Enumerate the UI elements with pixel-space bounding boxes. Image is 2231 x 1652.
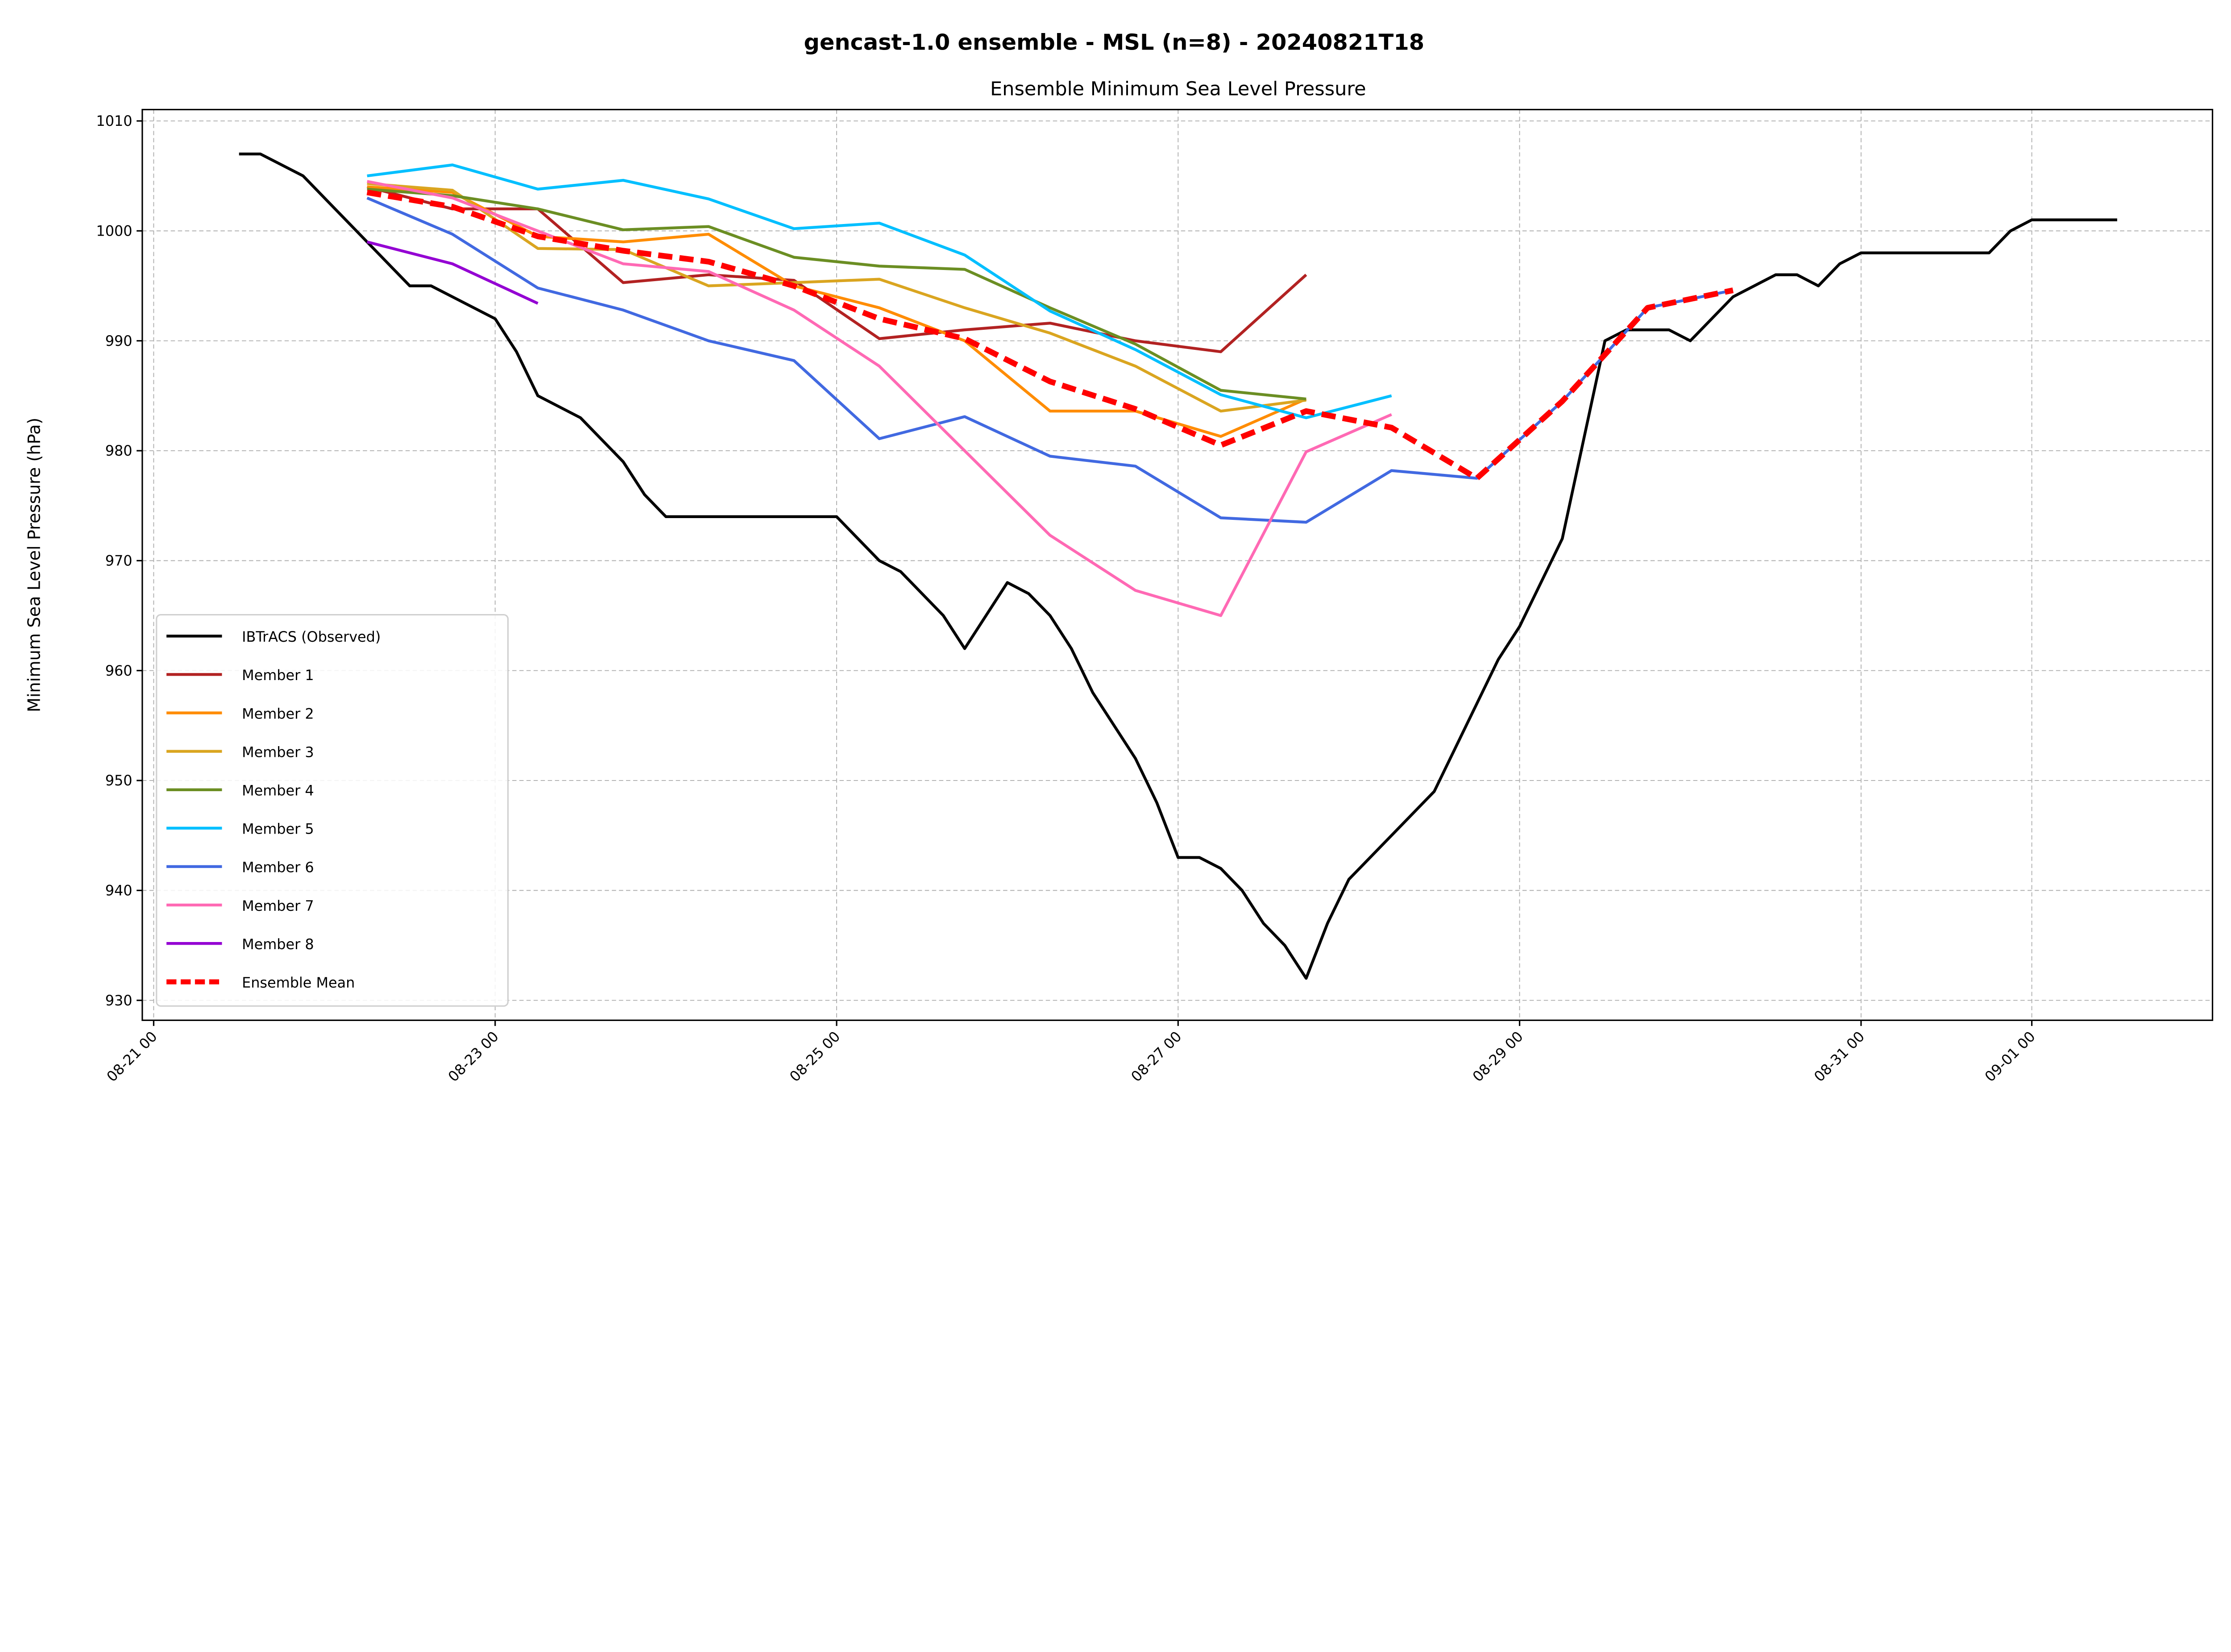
y-tick-label: 980	[105, 442, 133, 459]
legend-label: Member 1	[242, 667, 314, 684]
observed-line	[239, 152, 2117, 980]
series-lines	[239, 152, 2117, 980]
legend-label: Member 7	[242, 897, 314, 914]
chart-subtitle: Ensemble Minimum Sea Level Pressure	[990, 78, 1366, 100]
y-tick-label: 970	[105, 552, 133, 569]
y-tick-label: 1000	[96, 223, 132, 240]
member-1-line	[366, 185, 1307, 353]
chart-title: gencast-1.0 ensemble - MSL (n=8) - 20240…	[804, 29, 1424, 55]
member-3-line	[367, 182, 1306, 413]
legend-label: Ensemble Mean	[242, 974, 355, 991]
ensemble-mean-line	[366, 189, 1734, 481]
member-8-line	[366, 241, 539, 305]
chart: gencast-1.0 ensemble - MSL (n=8) - 20240…	[24, 29, 2214, 1085]
member-4-line	[367, 187, 1306, 401]
legend-label: Member 3	[242, 743, 314, 760]
member-7-line	[367, 180, 1392, 617]
y-tick-label: 960	[105, 662, 133, 679]
legend-label: Member 4	[242, 782, 314, 799]
y-tick-label: 1010	[96, 112, 132, 129]
y-axis-label: Minimum Sea Level Pressure (hPa)	[24, 418, 44, 712]
member-6-line	[366, 196, 1733, 524]
plot-frame	[141, 108, 2214, 1021]
y-tick-label: 940	[105, 882, 133, 899]
member-5-line	[367, 163, 1392, 419]
legend-label: IBTrACS (Observed)	[242, 628, 381, 645]
y-tick-label: 990	[105, 332, 133, 349]
legend: IBTrACS (Observed) Member 1 Member 2 Member…	[156, 614, 509, 1007]
y-tick-label: 930	[105, 992, 133, 1009]
legend-label: Member 2	[242, 705, 314, 722]
legend-label: Member 6	[242, 859, 314, 876]
legend-label: Member 8	[242, 936, 314, 953]
legend-label: Member 5	[242, 821, 314, 838]
y-tick-label: 950	[105, 772, 133, 789]
legend-box	[156, 614, 509, 1007]
